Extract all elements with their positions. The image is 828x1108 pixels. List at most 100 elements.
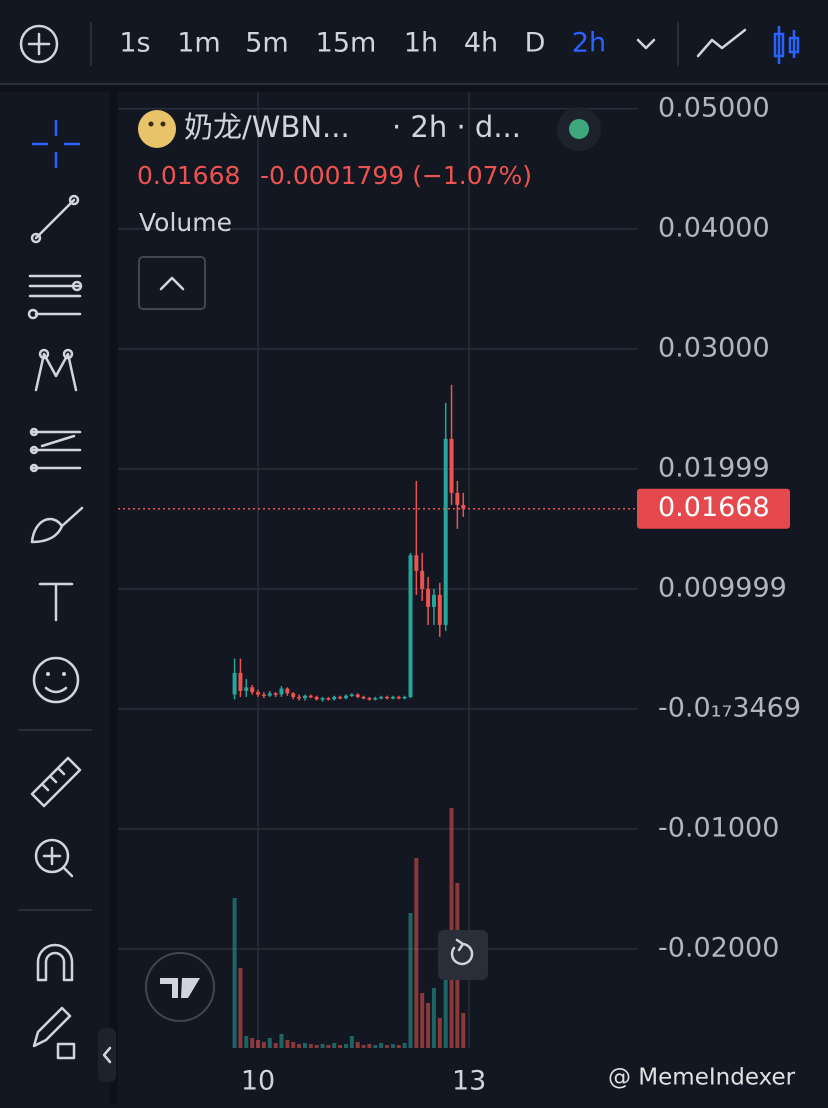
candle-body bbox=[279, 688, 284, 695]
volume-bar bbox=[379, 1043, 384, 1048]
add-button[interactable] bbox=[19, 24, 59, 64]
interval-dropdown[interactable] bbox=[636, 38, 656, 50]
y-tick-label: 0.03000 bbox=[658, 332, 770, 363]
brush-tool[interactable] bbox=[30, 506, 84, 544]
x-tick-label: 13 bbox=[452, 1066, 486, 1097]
volume-bar bbox=[291, 1042, 296, 1048]
volume-bar bbox=[402, 1043, 407, 1048]
volume-bar bbox=[431, 988, 436, 1048]
reset-icon bbox=[450, 938, 474, 966]
volume-bar bbox=[320, 1044, 325, 1048]
volume-bar bbox=[308, 1044, 313, 1048]
interval-button[interactable]: 2h bbox=[572, 28, 606, 59]
candle-body bbox=[308, 695, 313, 698]
volume-bar bbox=[297, 1044, 302, 1048]
volume-bar bbox=[385, 1045, 390, 1048]
candle-body bbox=[379, 696, 384, 699]
volume-bar bbox=[461, 1013, 466, 1048]
logo[interactable] bbox=[145, 952, 215, 1022]
volume-bar bbox=[355, 1042, 360, 1048]
ruler-tool[interactable] bbox=[30, 756, 82, 808]
crosshair-tool[interactable] bbox=[32, 120, 80, 168]
candle-body bbox=[455, 492, 460, 505]
y-tick-label: -0.02000 bbox=[658, 932, 779, 963]
candle-body bbox=[338, 696, 343, 699]
volume-bar bbox=[238, 968, 243, 1048]
text-tool[interactable] bbox=[38, 582, 74, 622]
volume-bar bbox=[367, 1044, 372, 1048]
volume-bar bbox=[267, 1038, 272, 1048]
last-price-badge bbox=[637, 488, 790, 529]
candle-body bbox=[256, 692, 261, 695]
candle-body bbox=[250, 687, 255, 693]
prediction-tool[interactable] bbox=[29, 427, 82, 473]
interval-button[interactable]: 15m bbox=[316, 28, 377, 59]
last-price-label: 0.01668 bbox=[658, 492, 770, 523]
volume-bar bbox=[390, 1044, 395, 1048]
interval-button[interactable]: 5m bbox=[245, 28, 288, 59]
volume-bar bbox=[314, 1045, 319, 1048]
volume-bar bbox=[361, 1045, 366, 1048]
trendline-tool[interactable] bbox=[30, 194, 80, 244]
volume-bar bbox=[256, 1040, 261, 1048]
candle-body bbox=[420, 570, 425, 589]
plot bbox=[118, 92, 638, 1048]
volume-bar bbox=[232, 898, 237, 1048]
volume-bar bbox=[273, 1043, 278, 1048]
candle-body bbox=[426, 588, 431, 607]
y-tick-label: 0.05000 bbox=[658, 92, 770, 123]
candle-body bbox=[402, 696, 407, 699]
reset-button[interactable] bbox=[438, 930, 488, 980]
candle-body bbox=[261, 694, 266, 697]
candle-body bbox=[461, 504, 466, 509]
volume-bar bbox=[349, 1036, 354, 1048]
pattern-tool[interactable] bbox=[34, 348, 78, 392]
candle-body bbox=[355, 694, 360, 697]
magnet-tool[interactable] bbox=[36, 943, 74, 982]
candle-body bbox=[244, 687, 249, 691]
candle-body bbox=[314, 696, 319, 700]
study-label: Volume bbox=[139, 208, 232, 237]
volume-bar bbox=[343, 1044, 348, 1048]
volume-bar bbox=[373, 1045, 378, 1048]
candle-chart-button[interactable] bbox=[773, 26, 800, 64]
lock-tool[interactable] bbox=[32, 1006, 76, 1060]
candle-body bbox=[285, 688, 290, 694]
candle-body bbox=[437, 594, 442, 625]
last-price: 0.01668 bbox=[137, 161, 240, 190]
interval-button[interactable]: 4h bbox=[464, 28, 498, 59]
watermark: @ MemeIndexer bbox=[608, 1065, 796, 1091]
volume-bar bbox=[420, 993, 425, 1048]
volume-bar bbox=[408, 913, 413, 1048]
candle-body bbox=[332, 696, 337, 700]
candle-body bbox=[431, 594, 436, 607]
fib-tool[interactable] bbox=[27, 274, 83, 320]
candle-body bbox=[385, 696, 390, 699]
y-tick-label: 0.009999 bbox=[658, 572, 787, 603]
candle-body bbox=[373, 698, 378, 700]
interval-button[interactable]: 1m bbox=[177, 28, 220, 59]
volume-bar bbox=[426, 1003, 431, 1048]
collapse-toolbar-button[interactable] bbox=[98, 1028, 116, 1082]
volume-bar bbox=[326, 1045, 331, 1048]
candle-body bbox=[414, 555, 419, 571]
candle-body bbox=[273, 693, 278, 695]
volume-bar bbox=[338, 1045, 343, 1048]
volume-bar bbox=[332, 1043, 337, 1048]
interval-button[interactable]: 1s bbox=[119, 28, 150, 59]
price-change: -0.0001799 (−1.07%) bbox=[260, 161, 532, 190]
candle-body bbox=[349, 694, 354, 697]
candle-body bbox=[408, 555, 413, 697]
candle-body bbox=[238, 672, 243, 691]
interval-button[interactable]: 1h bbox=[404, 28, 438, 59]
line-chart-button[interactable] bbox=[696, 28, 747, 58]
zoom-tool[interactable] bbox=[34, 838, 74, 878]
interval-button[interactable]: D bbox=[525, 28, 546, 59]
candle-body bbox=[367, 698, 372, 700]
volume-bar bbox=[250, 1038, 255, 1048]
collapse-legend-button[interactable] bbox=[138, 256, 206, 310]
symbol-title[interactable]: 奶龙/WBN... bbox=[184, 110, 350, 144]
emoji-tool[interactable] bbox=[32, 656, 80, 704]
